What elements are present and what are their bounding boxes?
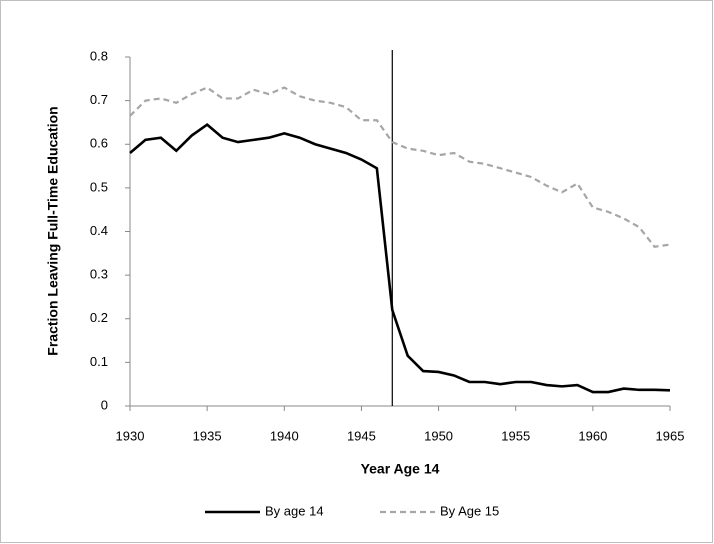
legend-label: By Age 15 (440, 503, 499, 518)
x-tick-label: 1935 (193, 428, 222, 443)
x-tick-label: 1955 (501, 428, 530, 443)
y-tick-label: 0.7 (90, 92, 108, 107)
x-axis-title: Year Age 14 (361, 461, 440, 477)
y-tick-label: 0.5 (90, 179, 108, 194)
series-line (129, 86, 671, 248)
y-axis-title: Fraction Leaving Full-Time Education (45, 106, 61, 355)
y-tick-label: 0.2 (90, 310, 108, 325)
x-tick-label: 1965 (656, 428, 685, 443)
x-tick-label: 1950 (424, 428, 453, 443)
y-tick-label: 0 (101, 397, 108, 412)
x-tick-label: 1930 (116, 428, 145, 443)
y-tick-label: 0.6 (90, 136, 108, 151)
y-tick-label: 0.8 (90, 48, 108, 63)
y-tick-label: 0.4 (90, 223, 108, 238)
legend-label: By age 14 (265, 503, 324, 518)
series-line (129, 122, 671, 394)
x-tick-label: 1940 (270, 428, 299, 443)
x-tick-label: 1960 (578, 428, 607, 443)
y-tick-label: 0.3 (90, 267, 108, 282)
y-tick-label: 0.1 (90, 354, 108, 369)
x-tick-label: 1945 (347, 428, 376, 443)
